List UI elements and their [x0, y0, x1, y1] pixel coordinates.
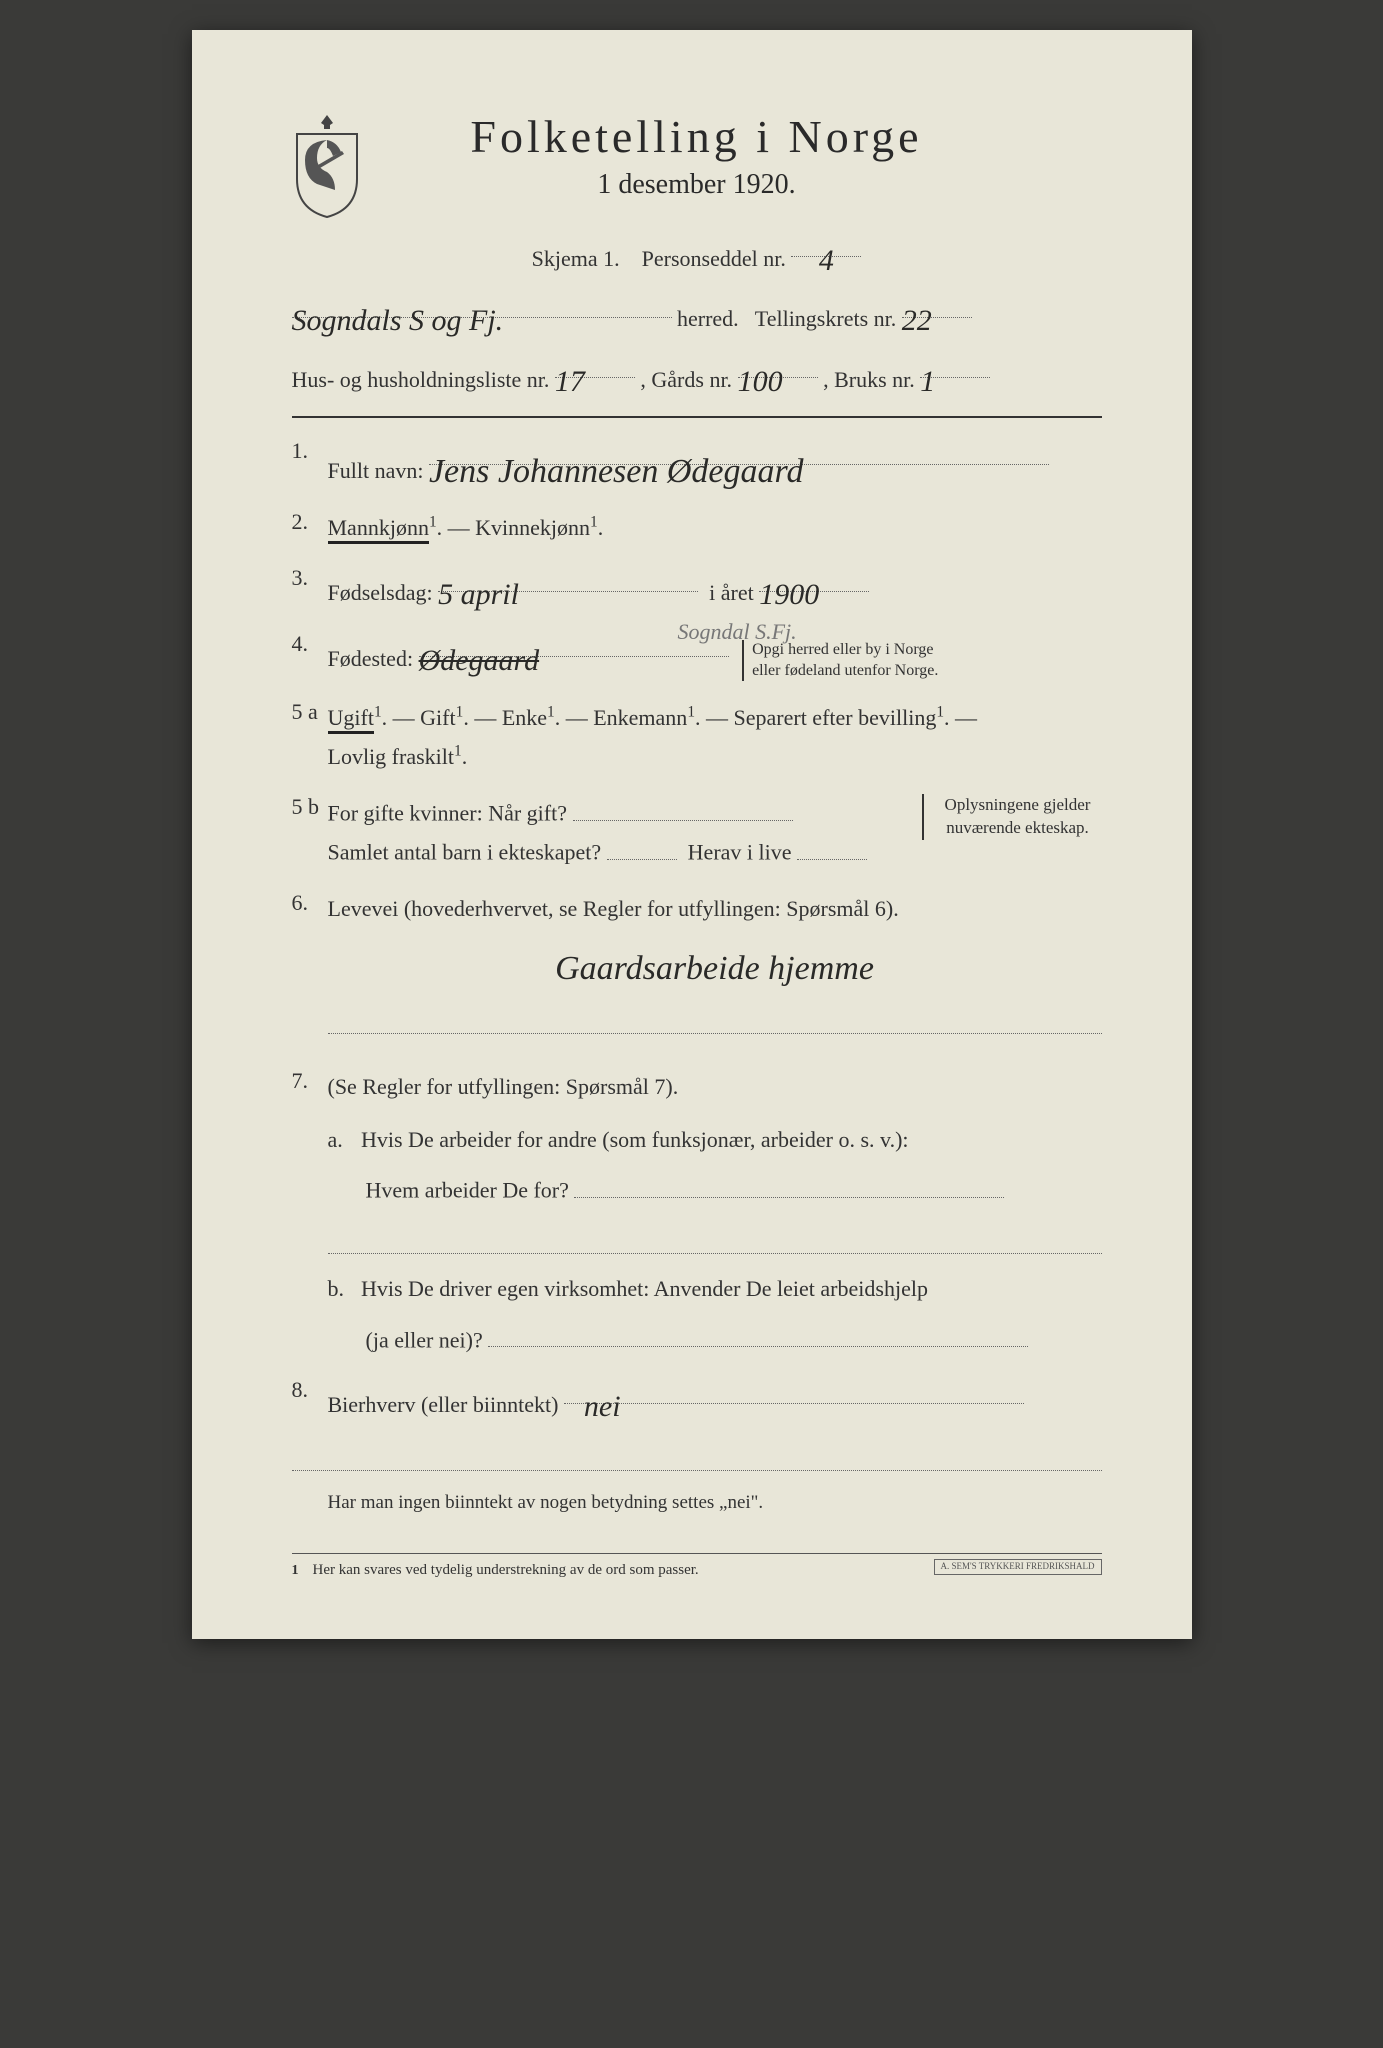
blank-line: [292, 1443, 1102, 1471]
herred-label: herred.: [677, 306, 739, 331]
q6-label: Levevei (hovederhvervet, se Regler for u…: [328, 896, 899, 921]
q8-value: nei: [584, 1381, 621, 1434]
q7a-letter: a.: [328, 1121, 356, 1160]
gards-nr: 100: [738, 356, 783, 407]
q5a-enkemann: Enkemann: [593, 705, 687, 730]
q3-row: 3. Fødselsdag: 5 april i året 1900: [292, 565, 1102, 613]
divider: [292, 416, 1102, 418]
q5a-gift: Gift: [420, 705, 455, 730]
q7-num: 7.: [292, 1068, 328, 1094]
page-title: Folketelling i Norge: [292, 110, 1102, 163]
q7a-line1: Hvis De arbeider for andre (som funksjon…: [361, 1127, 909, 1152]
schema-line: Skjema 1. Personseddel nr. 4: [292, 231, 1102, 277]
q4-num: 4.: [292, 631, 328, 657]
q8-label: Bierhverv (eller biinntekt): [328, 1392, 559, 1417]
hus-nr: 17: [555, 356, 585, 407]
herred-line: Sogndals S og Fj. herred. Tellingskrets …: [292, 291, 1102, 337]
hus-line: Hus- og husholdningsliste nr. 17 , Gårds…: [292, 352, 1102, 398]
q1-label: Fullt navn:: [328, 458, 424, 483]
footnote-text: Her kan svares ved tydelig understreknin…: [313, 1562, 699, 1579]
hus-label: Hus- og husholdningsliste nr.: [292, 367, 550, 392]
tellingskrets-nr: 22: [902, 295, 932, 346]
tellingskrets-label: Tellingskrets nr.: [755, 306, 896, 331]
q7b-line1: Hvis De driver egen virksomhet: Anvender…: [361, 1276, 928, 1301]
q6-row: 6. Levevei (hovederhvervet, se Regler fo…: [292, 890, 1102, 1050]
q5b-label3: Herav i live: [688, 840, 792, 865]
printer-mark: A. SEM'S TRYKKERI FREDRIKSHALD: [934, 1559, 1102, 1575]
q5b-row: 5 b For gifte kvinner: Når gift? Samlet …: [292, 794, 1102, 872]
q2-row: 2. Mannkjønn1. — Kvinnekjønn1.: [292, 509, 1102, 548]
q7-row: 7. (Se Regler for utfyllingen: Spørsmål …: [292, 1068, 1102, 1359]
q7b-line2: (ja eller nei)?: [366, 1327, 483, 1352]
personseddel-label: Personseddel nr.: [642, 246, 786, 271]
q3-yearlabel: i året: [709, 580, 754, 605]
q3-label: Fødselsdag:: [328, 580, 433, 605]
bruks-label: , Bruks nr.: [823, 367, 915, 392]
gards-label: , Gårds nr.: [640, 367, 732, 392]
q4-value-struck: Ødegaard: [419, 635, 540, 688]
q4-pencil-correction: Sogndal S.Fj.: [678, 613, 797, 652]
q5a-enke: Enke: [502, 705, 547, 730]
q3-daymonth: 5 april: [438, 569, 519, 622]
census-form-page: Folketelling i Norge 1 desember 1920. Sk…: [192, 30, 1192, 1639]
personseddel-nr: 4: [819, 235, 834, 286]
q5a-lovlig: Lovlig fraskilt: [328, 744, 454, 769]
q4-label: Fødested:: [328, 646, 414, 671]
q5a-ugift: Ugift: [328, 705, 374, 734]
q5b-label1: For gifte kvinner: Når gift?: [328, 801, 568, 826]
q2-num: 2.: [292, 509, 328, 535]
q5b-num: 5 b: [292, 794, 328, 820]
q1-value: Jens Johannesen Ødegaard: [429, 442, 804, 502]
coat-of-arms-icon: [282, 110, 372, 220]
q1-row: 1. Fullt navn: Jens Johannesen Ødegaard: [292, 438, 1102, 491]
q4-row: 4. Fødested: Ødegaard Sogndal S.Fj. Opgi…: [292, 631, 1102, 682]
q7-label: (Se Regler for utfyllingen: Spørsmål 7).: [328, 1074, 679, 1099]
footnote-marker: 1: [292, 1563, 299, 1579]
header: Folketelling i Norge 1 desember 1920.: [292, 110, 1102, 201]
q5a-separert: Separert efter bevilling: [734, 705, 937, 730]
instruction-line: Har man ingen biinntekt av nogen betydni…: [292, 1487, 1102, 1519]
q6-num: 6.: [292, 890, 328, 916]
q2-mannkjonn: Mannkjønn: [328, 515, 429, 544]
q5b-label2: Samlet antal barn i ekteskapet?: [328, 840, 602, 865]
q5b-bracket-note: Oplysningene gjelder nuværende ekteskap.: [922, 794, 1102, 840]
q1-num: 1.: [292, 438, 328, 464]
page-subtitle: 1 desember 1920.: [292, 169, 1102, 201]
q8-num: 8.: [292, 1377, 328, 1403]
q7b-letter: b.: [328, 1270, 356, 1309]
herred-name: Sogndals S og Fj.: [292, 295, 504, 346]
q5a-num: 5 a: [292, 699, 328, 725]
blank-line: [328, 1226, 1102, 1254]
q8-row: 8. Bierhverv (eller biinntekt) nei: [292, 1377, 1102, 1425]
q3-num: 3.: [292, 565, 328, 591]
q5a-row: 5 a Ugift1. — Gift1. — Enke1. — Enkemann…: [292, 699, 1102, 776]
bruks-nr: 1: [920, 356, 935, 407]
q7a-line2: Hvem arbeider De for?: [366, 1178, 569, 1203]
q6-value: Gaardsarbeide hjemme: [555, 939, 874, 999]
skjema-label: Skjema 1.: [532, 246, 620, 271]
q2-kvinnekjonn: Kvinnekjønn: [475, 515, 590, 540]
blank-line: [328, 1006, 1102, 1034]
